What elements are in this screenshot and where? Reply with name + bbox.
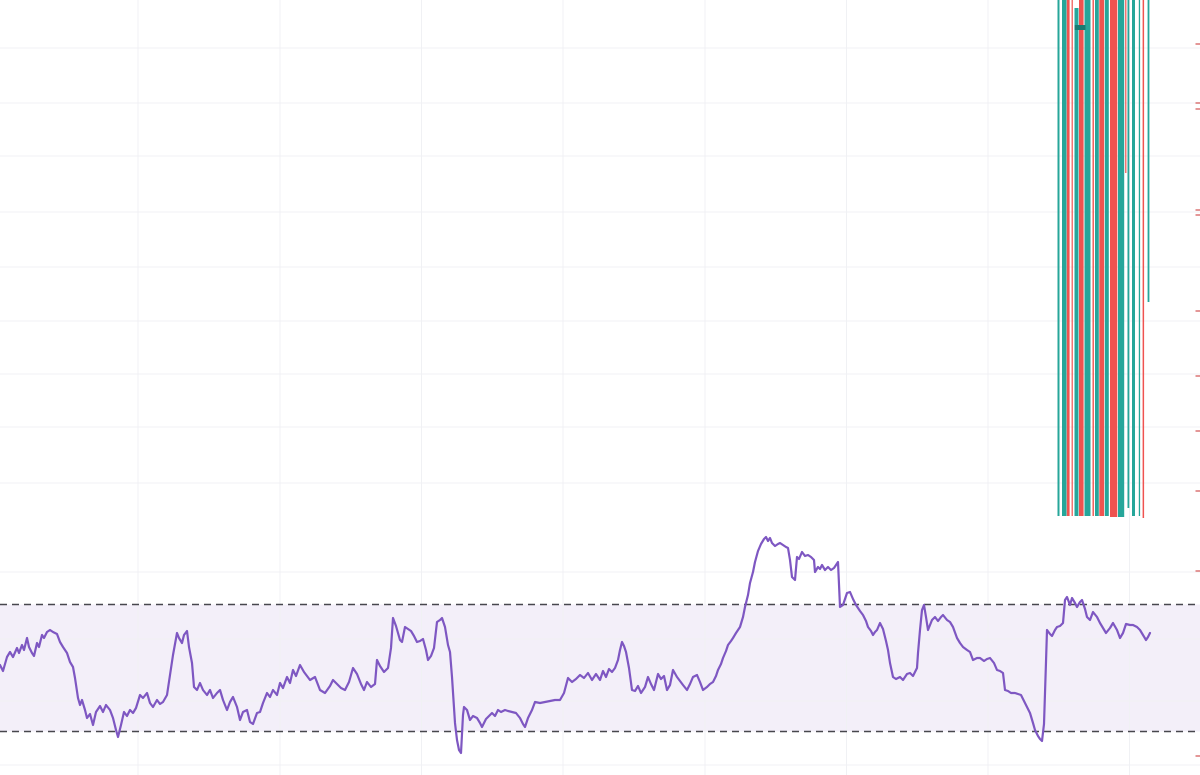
price-label-fragment bbox=[1195, 209, 1200, 211]
candle-down[interactable] bbox=[1066, 0, 1070, 516]
price-label-fragment bbox=[1195, 214, 1200, 216]
candle-down[interactable] bbox=[1079, 0, 1084, 516]
candle-up[interactable] bbox=[1104, 0, 1109, 516]
rsi-band bbox=[0, 604, 1200, 732]
candle-up[interactable] bbox=[1057, 0, 1060, 516]
candlestick-series[interactable] bbox=[1057, 0, 1150, 518]
rsi-line[interactable] bbox=[0, 535, 1152, 755]
price-label-fragment bbox=[1195, 43, 1200, 45]
price-label-fragment bbox=[1195, 430, 1200, 432]
price-label-fragment bbox=[1195, 570, 1200, 572]
price-label-fragment bbox=[1195, 102, 1200, 104]
candle-down[interactable] bbox=[1110, 0, 1118, 517]
candle-up[interactable] bbox=[1062, 0, 1067, 516]
candle-up[interactable] bbox=[1127, 0, 1130, 508]
price-label-fragment bbox=[1195, 310, 1200, 312]
candle-up[interactable] bbox=[1138, 0, 1141, 516]
rsi-band-levels bbox=[0, 603, 1200, 733]
rsi-band-fill bbox=[0, 604, 1200, 732]
candle-down[interactable] bbox=[1071, 0, 1073, 516]
candle-up[interactable] bbox=[1118, 0, 1125, 517]
candle-up[interactable] bbox=[1084, 0, 1091, 516]
rsi-line-series[interactable] bbox=[0, 535, 1152, 755]
candle-down[interactable] bbox=[1099, 0, 1105, 516]
price-label-fragment bbox=[1195, 755, 1200, 757]
candle-up[interactable] bbox=[1132, 0, 1135, 516]
candle-down[interactable] bbox=[1092, 0, 1094, 516]
candle-up[interactable] bbox=[1095, 0, 1099, 516]
candle-up[interactable] bbox=[1147, 0, 1150, 302]
candle-up[interactable] bbox=[1074, 8, 1079, 516]
price-label-fragment bbox=[1195, 375, 1200, 377]
price-label-fragment bbox=[1195, 108, 1200, 110]
candle-down[interactable] bbox=[1142, 0, 1145, 518]
candle-down[interactable] bbox=[1125, 0, 1127, 173]
price-label-fragment bbox=[1195, 490, 1200, 492]
price-scale-label-fragments bbox=[1195, 43, 1200, 757]
candle-wick-cap bbox=[1074, 25, 1086, 30]
